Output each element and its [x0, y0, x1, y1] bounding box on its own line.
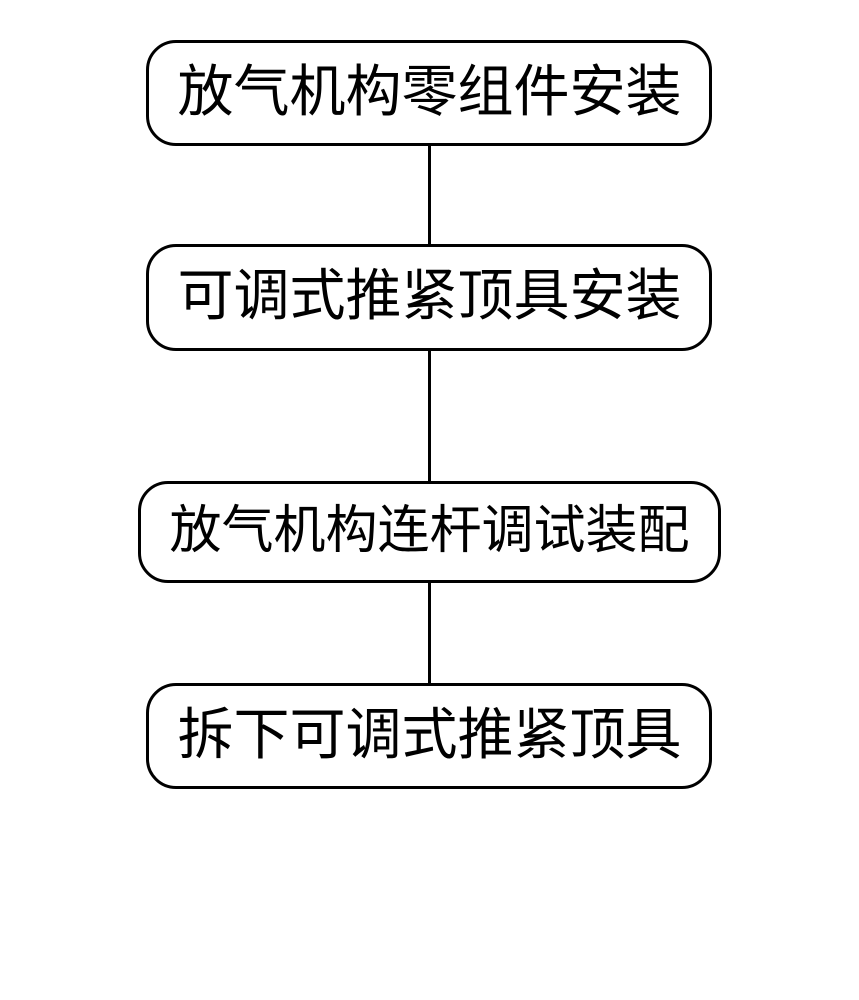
flowchart: 放气机构零组件安装 可调式推紧顶具安装 放气机构连杆调试装配 拆下可调式推紧顶具 — [138, 40, 720, 789]
flow-edge-3 — [428, 583, 431, 683]
flow-node-2: 可调式推紧顶具安装 — [146, 244, 712, 350]
flow-edge-1 — [428, 146, 431, 244]
flow-node-4: 拆下可调式推紧顶具 — [146, 683, 712, 789]
flow-edge-2 — [428, 351, 431, 481]
flow-node-1: 放气机构零组件安装 — [146, 40, 712, 146]
flow-node-3: 放气机构连杆调试装配 — [138, 481, 720, 583]
